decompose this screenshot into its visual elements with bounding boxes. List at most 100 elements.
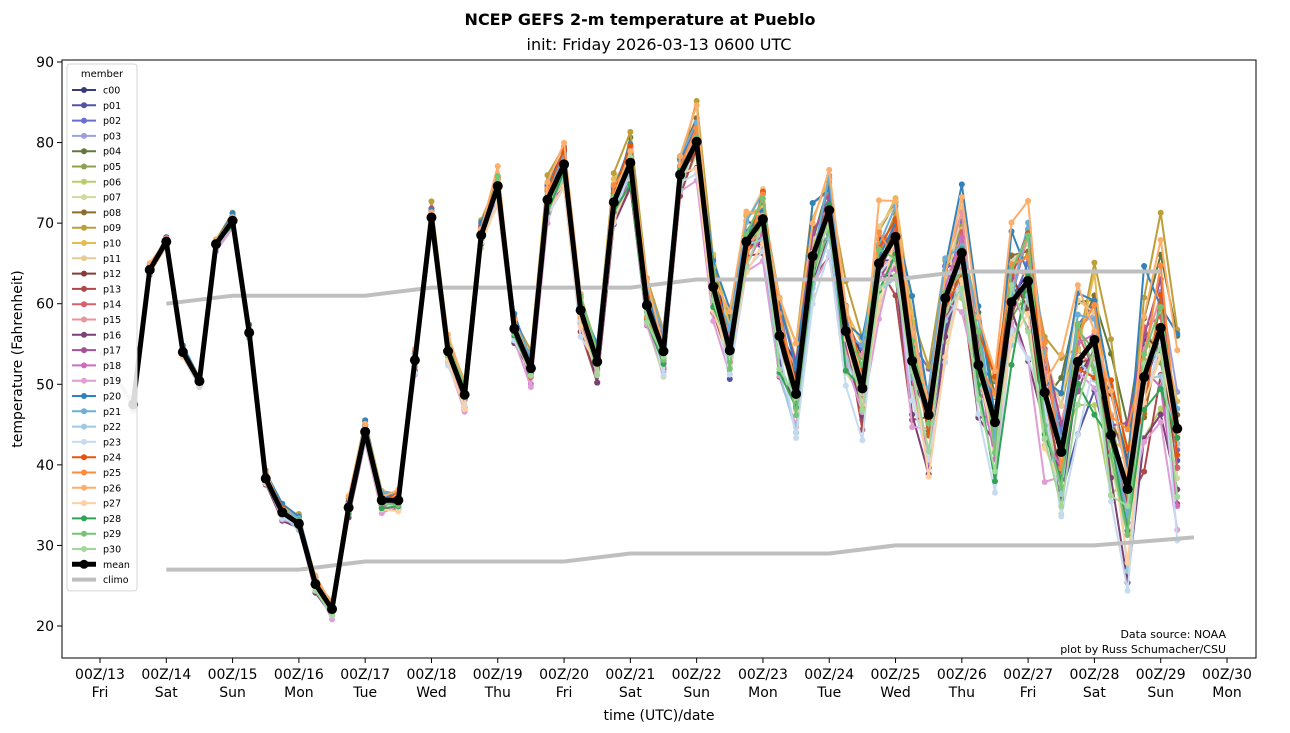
legend-label: p18 (103, 361, 121, 372)
mean-point (1122, 484, 1133, 495)
legend-marker (81, 270, 87, 277)
x-tick-label: 00Z/26 (937, 667, 987, 683)
mean-point (194, 376, 205, 387)
legend-marker (81, 530, 87, 537)
mean-point (1039, 387, 1050, 398)
member-point (942, 354, 949, 361)
legend-item-p27: p27 (72, 499, 121, 510)
x-tick-label: 00Z/15 (208, 667, 258, 683)
x-tick-label: 00Z/13 (75, 667, 125, 683)
member-point (958, 308, 965, 315)
legend-marker (81, 240, 87, 246)
legend-label: p26 (103, 483, 121, 494)
mean-point (774, 330, 785, 341)
mean-point (459, 389, 470, 400)
legend-marker (81, 87, 87, 93)
legend-item-p11: p11 (72, 254, 121, 265)
mean-point (973, 359, 984, 370)
member-point (975, 411, 982, 418)
y-tick-label: 60 (36, 297, 54, 313)
x-tick-day: Sun (219, 685, 246, 701)
member-point (1058, 513, 1065, 520)
member-point (1091, 327, 1098, 334)
member-point (494, 172, 501, 179)
legend-item-p16: p16 (72, 330, 121, 341)
climo-low-line (166, 535, 1195, 572)
member-point (1091, 411, 1098, 418)
legend-marker (81, 331, 87, 338)
legend-marker (81, 132, 87, 139)
legend-item-mean: mean (72, 559, 130, 571)
mean-point (409, 355, 420, 366)
mean-point (177, 347, 188, 358)
legend-item-p04: p04 (72, 147, 121, 158)
legend-item-p23: p23 (72, 437, 121, 448)
mean-line-path (130, 139, 1180, 612)
legend-marker (81, 209, 87, 216)
x-tick-label: 00Z/18 (407, 667, 457, 683)
member-point (378, 505, 385, 512)
legend-label: p24 (103, 453, 121, 464)
member-point (743, 208, 750, 215)
legend-label: p25 (103, 468, 121, 479)
x-axis-label: time (UTC)/date (603, 708, 714, 724)
x-axis: 00Z/13 Fri 00Z/14 Sat 00Z/15 Sun 00Z/16 Mon 00Z/… (75, 658, 1252, 701)
legend-item-p29: p29 (72, 529, 121, 540)
legend-item-p08: p08 (72, 208, 121, 219)
x-tick-day: Fri (1020, 685, 1037, 701)
member-point (610, 170, 617, 177)
y-tick-label: 30 (36, 538, 54, 554)
member-point (875, 246, 882, 253)
member-point (1174, 465, 1181, 472)
member-point (776, 366, 783, 373)
member-point (1107, 387, 1114, 394)
mean-point (426, 212, 437, 223)
y-tick-label: 40 (36, 458, 54, 474)
mean-point (641, 300, 652, 311)
legend-item-p12: p12 (72, 269, 121, 280)
member-point (975, 328, 982, 335)
mean-point (1089, 334, 1100, 345)
legend-item-p06: p06 (72, 177, 121, 188)
member-point (594, 372, 601, 379)
mean-point (1155, 322, 1166, 333)
member-point (1141, 351, 1148, 358)
member-point (1124, 502, 1131, 509)
legend-label: p06 (103, 177, 121, 188)
member-point (1058, 503, 1065, 510)
legend-item-p19: p19 (72, 376, 121, 387)
legend-label: p13 (103, 284, 121, 295)
member-point (577, 333, 584, 340)
member-point (909, 397, 916, 404)
legend-item-p09: p09 (72, 223, 121, 234)
x-tick-label: 00Z/30 (1202, 667, 1252, 683)
member-point (693, 97, 700, 104)
legend-box (66, 63, 138, 592)
member-point (925, 473, 932, 480)
member-point (561, 139, 568, 146)
member-point (494, 163, 501, 170)
legend-marker (81, 255, 87, 262)
mean-point (1006, 297, 1017, 308)
x-tick-label: 00Z/27 (1003, 667, 1053, 683)
legend-item-p07: p07 (72, 193, 121, 204)
legend-marker (81, 285, 87, 292)
member-point (875, 229, 882, 236)
member-point (1124, 587, 1131, 594)
member-point (1091, 385, 1098, 392)
legend-label: p04 (103, 147, 121, 158)
legend-marker (81, 500, 87, 507)
plot-area (61, 59, 1257, 659)
member-point (892, 198, 899, 205)
legend-item-climo: climo (72, 575, 129, 586)
member-point (1041, 435, 1048, 442)
member-point (842, 367, 849, 374)
member-point (1124, 426, 1131, 433)
member-point (826, 249, 833, 255)
mean-point (277, 507, 288, 518)
legend-label: p14 (103, 300, 121, 311)
mean-point (857, 383, 868, 394)
mean-point (1139, 372, 1150, 383)
legend-label: p11 (103, 254, 121, 265)
